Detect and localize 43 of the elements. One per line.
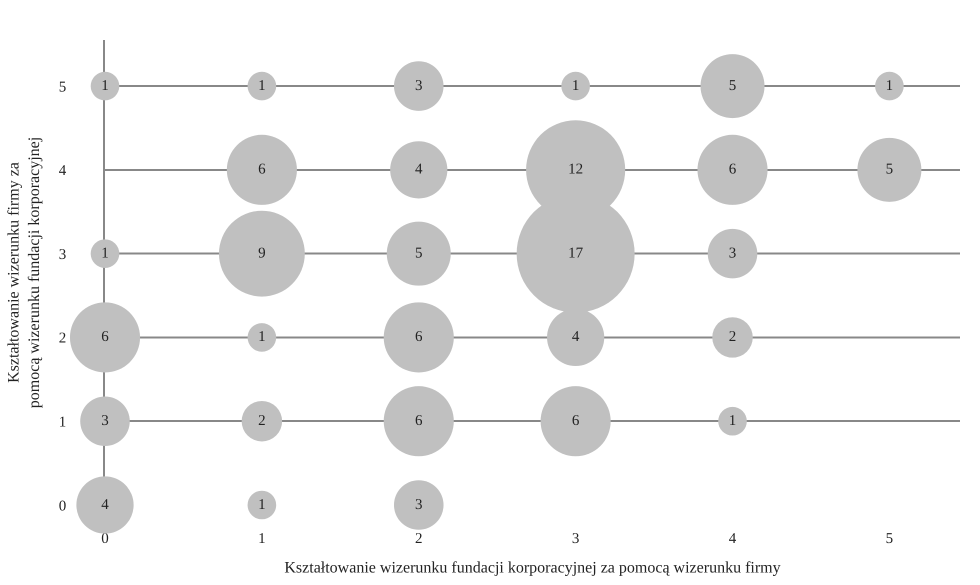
y-tick-label: 4 — [58, 163, 67, 180]
y-tick-label: 3 — [58, 246, 66, 263]
data-label: 5 — [415, 245, 423, 262]
data-label: 1 — [728, 412, 736, 429]
x-axis-title: Kształtowanie wizerunku fundacji korporacyjnej za pomocą wizerunku firmy — [284, 560, 781, 577]
data-label: 1 — [886, 78, 894, 94]
y-tick-label: 1 — [58, 414, 66, 430]
data-label: 1 — [258, 78, 266, 94]
y-axis-title: Kształtowanie wizerunku firmy za pomocą wizerunku fundacji korporacyjnej — [5, 136, 44, 408]
x-tick-label: 2 — [415, 531, 423, 547]
data-label: 3 — [415, 496, 423, 513]
data-label: 6 — [415, 412, 424, 429]
data-label: 6 — [258, 162, 266, 178]
y-tick-label: 5 — [58, 79, 66, 96]
data-label: 5 — [728, 78, 736, 94]
y-tick-label: 0 — [58, 498, 66, 514]
data-label: 6 — [728, 162, 737, 178]
data-label: 2 — [728, 329, 736, 346]
data-label: 9 — [258, 245, 266, 262]
data-label: 3 — [101, 412, 109, 429]
data-label: 5 — [886, 162, 894, 178]
data-label: 6 — [572, 412, 580, 429]
data-label: 12 — [568, 162, 584, 178]
data-label: 1 — [258, 329, 266, 346]
data-label: 4 — [101, 496, 110, 513]
data-label: 3 — [728, 245, 736, 262]
data-label: 6 — [101, 329, 110, 346]
data-label: 4 — [572, 329, 580, 346]
data-label: 1 — [101, 78, 109, 94]
x-tick-label: 5 — [886, 531, 894, 547]
data-label: 4 — [415, 162, 424, 178]
data-label: 6 — [415, 329, 424, 346]
data-label: 1 — [101, 245, 109, 262]
x-tick-label: 1 — [258, 531, 266, 547]
data-label: 3 — [415, 78, 423, 94]
data-label: 17 — [568, 245, 584, 262]
data-label: 1 — [258, 496, 266, 513]
data-label: 1 — [572, 78, 580, 94]
x-tick-label: 3 — [572, 531, 580, 547]
data-label: 2 — [258, 412, 266, 429]
y-tick-label: 2 — [58, 330, 66, 347]
x-tick-label: 0 — [101, 531, 109, 547]
x-tick-label: 4 — [728, 531, 737, 547]
